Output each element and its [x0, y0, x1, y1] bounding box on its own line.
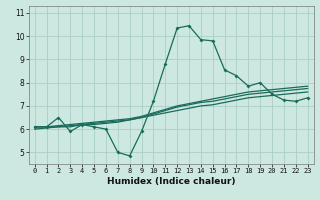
X-axis label: Humidex (Indice chaleur): Humidex (Indice chaleur): [107, 177, 236, 186]
